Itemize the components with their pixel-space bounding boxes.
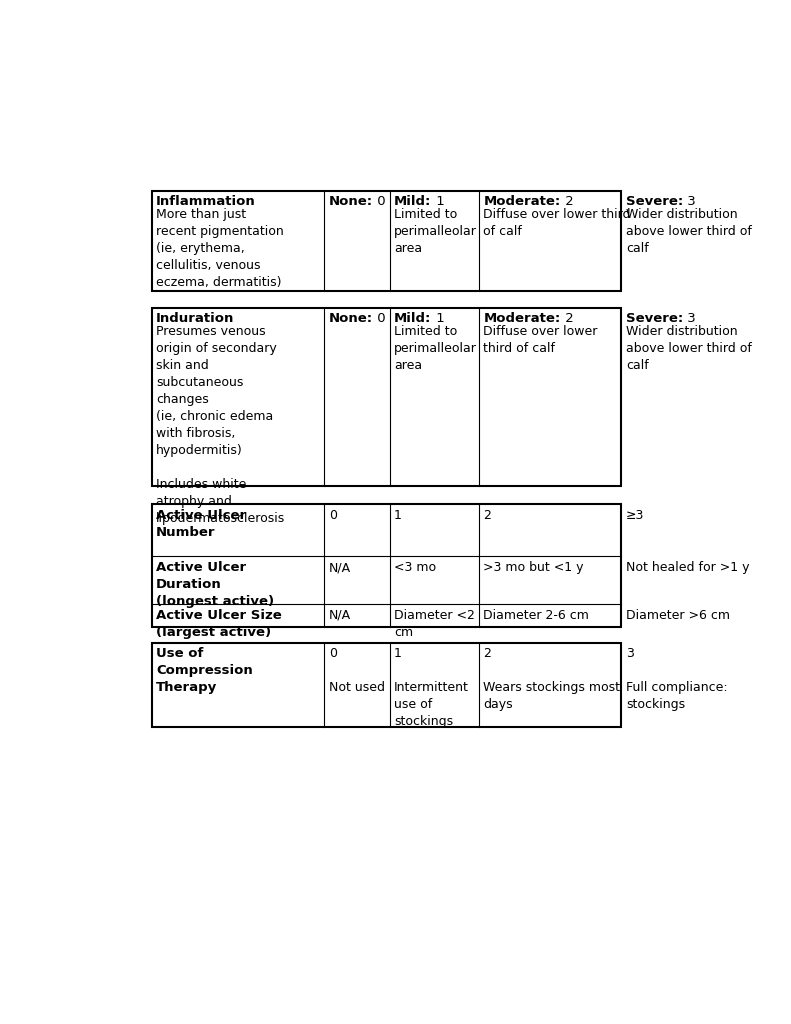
Text: 1: 1 [432, 312, 445, 326]
Text: Moderate:: Moderate: [483, 312, 561, 326]
Text: 1: 1 [394, 509, 402, 521]
Text: Diameter 2-6 cm: Diameter 2-6 cm [483, 608, 589, 622]
Text: None:: None: [329, 196, 373, 208]
Text: Presumes venous
origin of secondary
skin and
subcutaneous
changes
(ie, chronic e: Presumes venous origin of secondary skin… [157, 326, 286, 525]
Bar [152, 504, 621, 628]
Text: Diffuse over lower third
of calf: Diffuse over lower third of calf [483, 209, 630, 239]
Text: More than just
recent pigmentation
(ie, erythema,
cellulitis, venous
eczema, der: More than just recent pigmentation (ie, … [157, 209, 284, 290]
Text: Active Ulcer
Duration
(longest active): Active Ulcer Duration (longest active) [157, 561, 274, 608]
Text: N/A: N/A [329, 561, 351, 574]
Text: Diameter <2
cm: Diameter <2 cm [394, 608, 475, 639]
Text: >3 mo but <1 y: >3 mo but <1 y [483, 561, 584, 574]
Text: 3: 3 [683, 196, 696, 208]
Text: Diameter >6 cm: Diameter >6 cm [626, 608, 730, 622]
Text: Diffuse over lower
third of calf: Diffuse over lower third of calf [483, 326, 598, 355]
Text: 3

Full compliance:
stockings: 3 Full compliance: stockings [626, 647, 728, 712]
Text: 0: 0 [329, 509, 337, 521]
Text: 2: 2 [483, 509, 491, 521]
Text: 1

Intermittent
use of
stockings: 1 Intermittent use of stockings [394, 647, 469, 728]
Text: Mild:: Mild: [394, 196, 432, 208]
Text: 0: 0 [373, 312, 386, 326]
Text: Use of
Compression
Therapy: Use of Compression Therapy [157, 647, 253, 694]
Text: 0: 0 [373, 196, 386, 208]
Text: 1: 1 [432, 196, 445, 208]
Text: Active Ulcer
Number: Active Ulcer Number [157, 509, 246, 539]
Bar [152, 643, 621, 727]
Text: Wider distribution
above lower third of
calf: Wider distribution above lower third of … [626, 209, 751, 255]
Text: 2: 2 [561, 196, 573, 208]
Text: Limited to
perimalleolar
area: Limited to perimalleolar area [394, 209, 477, 255]
Text: None:: None: [329, 312, 373, 326]
Text: Inflammation: Inflammation [157, 196, 256, 208]
Bar [152, 190, 621, 291]
Text: 2: 2 [561, 312, 573, 326]
Text: Wider distribution
above lower third of
calf: Wider distribution above lower third of … [626, 326, 751, 373]
Text: Moderate:: Moderate: [483, 196, 561, 208]
Text: Induration: Induration [157, 312, 235, 326]
Text: Limited to
perimalleolar
area: Limited to perimalleolar area [394, 326, 477, 373]
Bar [152, 307, 621, 486]
Text: Severe:: Severe: [626, 312, 683, 326]
Text: Not healed for >1 y: Not healed for >1 y [626, 561, 749, 574]
Text: Active Ulcer Size
(largest active): Active Ulcer Size (largest active) [157, 608, 282, 639]
Text: N/A: N/A [329, 608, 351, 622]
Text: 2

Wears stockings most
days: 2 Wears stockings most days [483, 647, 620, 712]
Text: Mild:: Mild: [394, 312, 432, 326]
Text: Severe:: Severe: [626, 196, 683, 208]
Text: 3: 3 [683, 312, 696, 326]
Text: ≥3: ≥3 [626, 509, 644, 521]
Text: <3 mo: <3 mo [394, 561, 437, 574]
Text: 0

Not used: 0 Not used [329, 647, 385, 694]
